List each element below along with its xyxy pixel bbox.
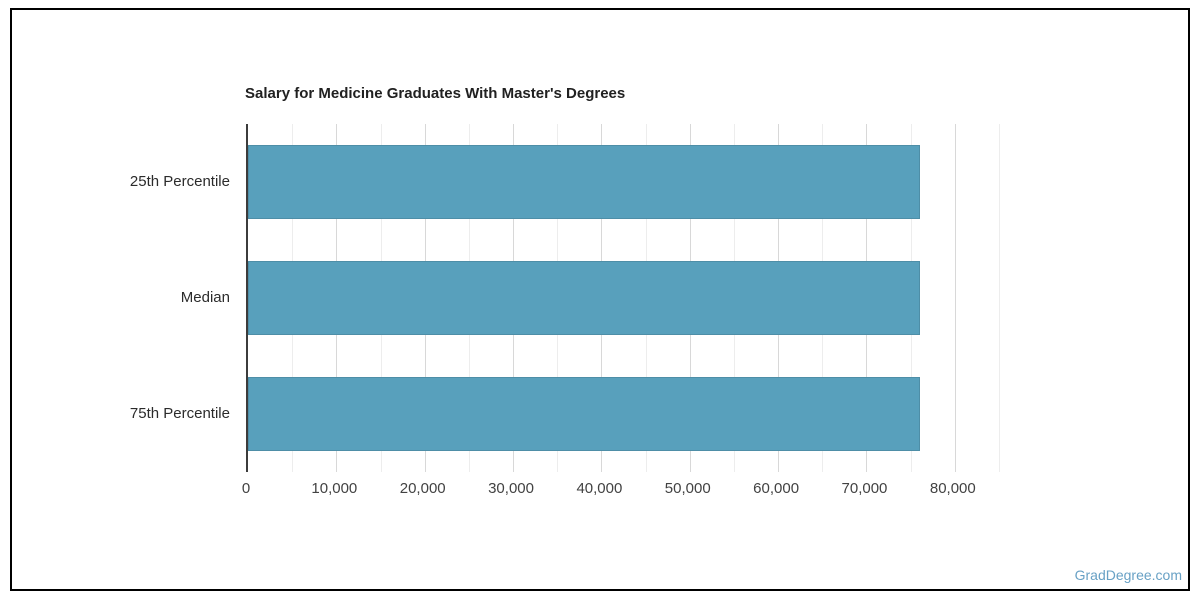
category-label: Median: [180, 289, 230, 306]
watermark-link[interactable]: GradDegree.com: [1074, 567, 1182, 583]
major-gridline: [954, 124, 956, 472]
category-label: 75th Percentile: [129, 405, 230, 422]
x-tick-label: 60,000: [753, 480, 800, 497]
plot-area: [246, 124, 1000, 472]
bar-25th-percentile: [248, 145, 921, 219]
category-label: 25th Percentile: [129, 173, 230, 190]
bar-75th-percentile: [248, 377, 921, 451]
bar-median: [248, 261, 921, 335]
minor-gridline: [999, 124, 1000, 472]
x-tick-label: 50,000: [664, 480, 711, 497]
chart-title: Salary for Medicine Graduates With Maste…: [245, 85, 626, 102]
x-tick-label: 30,000: [488, 480, 534, 497]
x-tick-label: 0: [241, 480, 251, 497]
x-tick-label: 80,000: [929, 480, 976, 497]
x-tick-label: 40,000: [576, 480, 623, 497]
x-tick-label: 70,000: [841, 480, 888, 497]
x-tick-label: 10,000: [311, 480, 358, 497]
x-tick-label: 20,000: [399, 480, 446, 497]
